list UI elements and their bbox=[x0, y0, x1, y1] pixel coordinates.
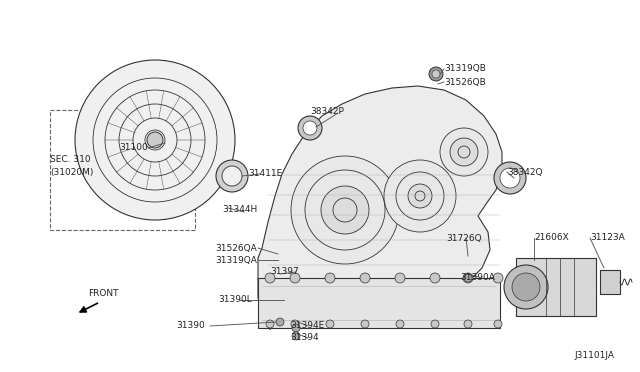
Circle shape bbox=[464, 320, 472, 328]
Circle shape bbox=[276, 318, 284, 326]
Circle shape bbox=[216, 160, 248, 192]
Bar bbox=[50, 110, 195, 230]
Circle shape bbox=[384, 160, 456, 232]
Circle shape bbox=[431, 320, 439, 328]
Circle shape bbox=[222, 166, 242, 186]
Circle shape bbox=[504, 265, 548, 309]
Text: 38342P: 38342P bbox=[310, 108, 344, 116]
Circle shape bbox=[298, 116, 322, 140]
Text: (31020M): (31020M) bbox=[50, 167, 93, 176]
Circle shape bbox=[326, 320, 334, 328]
Text: FRONT: FRONT bbox=[88, 289, 118, 298]
Text: 31390: 31390 bbox=[176, 321, 205, 330]
Circle shape bbox=[463, 273, 473, 283]
Circle shape bbox=[292, 332, 300, 340]
Text: 21606X: 21606X bbox=[534, 234, 569, 243]
Text: SEC. 310: SEC. 310 bbox=[50, 155, 91, 164]
Circle shape bbox=[360, 273, 370, 283]
Circle shape bbox=[512, 273, 540, 301]
Bar bbox=[600, 270, 620, 294]
Circle shape bbox=[395, 273, 405, 283]
Circle shape bbox=[292, 324, 300, 332]
Circle shape bbox=[464, 274, 472, 282]
Circle shape bbox=[291, 320, 299, 328]
Text: 31319QA: 31319QA bbox=[215, 256, 257, 264]
Text: 31100: 31100 bbox=[119, 144, 148, 153]
Text: 31526QB: 31526QB bbox=[444, 77, 486, 87]
Circle shape bbox=[440, 128, 488, 176]
Circle shape bbox=[430, 273, 440, 283]
Circle shape bbox=[147, 132, 163, 148]
Circle shape bbox=[432, 70, 440, 78]
Circle shape bbox=[408, 184, 432, 208]
Circle shape bbox=[265, 273, 275, 283]
Circle shape bbox=[500, 168, 520, 188]
Bar bbox=[516, 258, 596, 316]
Circle shape bbox=[450, 138, 478, 166]
Circle shape bbox=[321, 186, 369, 234]
Bar bbox=[258, 278, 500, 328]
Text: 31526QA: 31526QA bbox=[215, 244, 257, 253]
Text: 31726Q: 31726Q bbox=[446, 234, 482, 243]
Circle shape bbox=[429, 67, 443, 81]
Text: 38342Q: 38342Q bbox=[507, 167, 543, 176]
Circle shape bbox=[494, 320, 502, 328]
Text: 31394E: 31394E bbox=[290, 321, 324, 330]
Circle shape bbox=[290, 273, 300, 283]
Circle shape bbox=[494, 162, 526, 194]
Text: 31411E: 31411E bbox=[248, 170, 282, 179]
Text: 31390A: 31390A bbox=[460, 273, 495, 282]
Text: 31123A: 31123A bbox=[590, 234, 625, 243]
Text: 31344H: 31344H bbox=[222, 205, 257, 215]
Circle shape bbox=[361, 320, 369, 328]
Text: J31101JA: J31101JA bbox=[574, 352, 614, 360]
Circle shape bbox=[493, 273, 503, 283]
Circle shape bbox=[266, 320, 274, 328]
Polygon shape bbox=[258, 86, 502, 330]
Text: 31394: 31394 bbox=[290, 334, 319, 343]
Text: 31390L: 31390L bbox=[218, 295, 252, 305]
Circle shape bbox=[303, 121, 317, 135]
Circle shape bbox=[396, 320, 404, 328]
Circle shape bbox=[325, 273, 335, 283]
Text: 31397: 31397 bbox=[270, 267, 299, 276]
Circle shape bbox=[291, 156, 399, 264]
Circle shape bbox=[75, 60, 235, 220]
Text: 31319QB: 31319QB bbox=[444, 64, 486, 73]
